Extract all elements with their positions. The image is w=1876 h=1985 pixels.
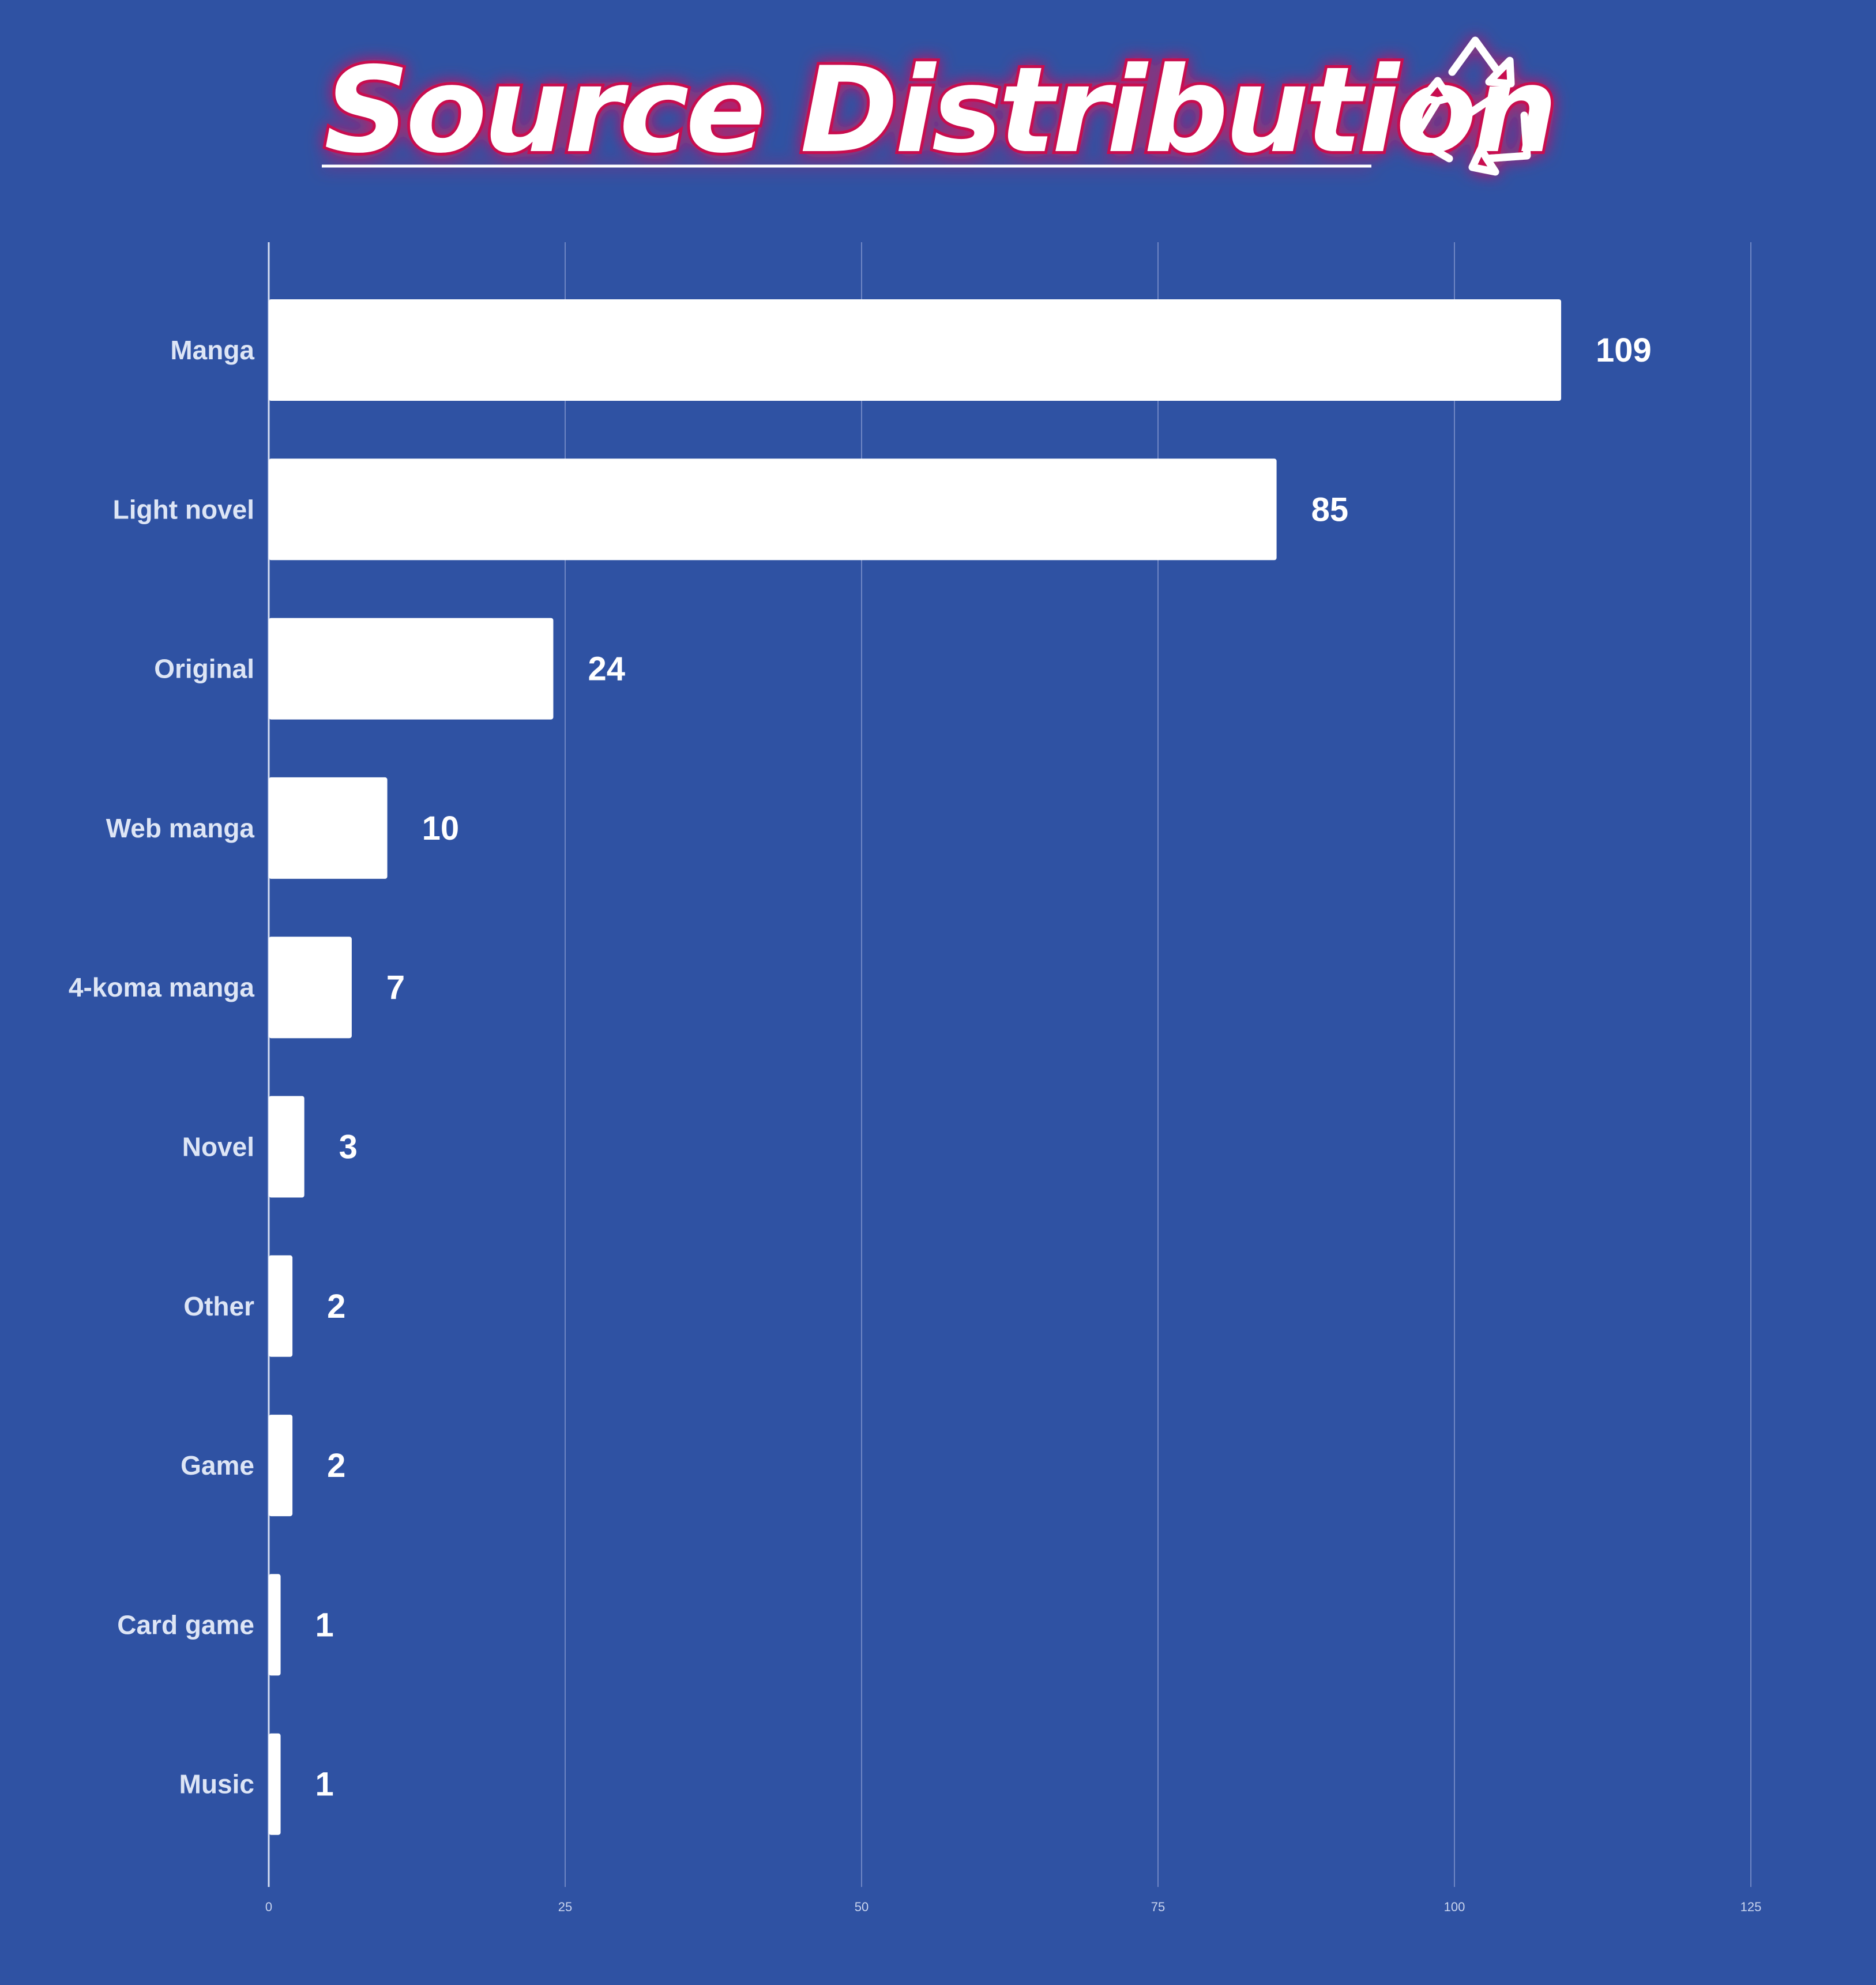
data-label: 3 bbox=[339, 1129, 358, 1166]
x-tick-label: 50 bbox=[855, 1900, 869, 1914]
x-tick-label: 125 bbox=[1740, 1900, 1762, 1914]
category-label: 4-koma manga bbox=[69, 972, 255, 1002]
data-label: 1 bbox=[315, 1606, 334, 1644]
bar-music bbox=[269, 1733, 281, 1835]
chart-title: Source Distribution bbox=[324, 42, 1554, 179]
data-label: 85 bbox=[1311, 491, 1349, 528]
x-axis-ticks: 0 25 50 75 100 125 bbox=[265, 1900, 1761, 1914]
bar-light-novel bbox=[269, 458, 1277, 561]
category-label: Light novel bbox=[113, 494, 254, 524]
labels-layer: Manga 109 Light novel 85 Original 24 Web manga… bbox=[69, 332, 1652, 1803]
data-label: 1 bbox=[315, 1766, 334, 1803]
category-label: Card game bbox=[117, 1610, 254, 1640]
bar-original bbox=[269, 618, 554, 720]
data-label: 10 bbox=[422, 810, 460, 847]
data-label: 109 bbox=[1596, 332, 1652, 369]
category-label: Novel bbox=[182, 1132, 254, 1162]
category-label: Original bbox=[154, 654, 254, 684]
category-label: Web manga bbox=[106, 813, 255, 843]
data-label: 2 bbox=[327, 1288, 345, 1325]
data-label: 24 bbox=[588, 651, 625, 688]
x-tick-label: 100 bbox=[1444, 1900, 1465, 1914]
category-label: Music bbox=[179, 1769, 254, 1799]
category-label: Other bbox=[183, 1291, 254, 1321]
bar-4-koma-manga bbox=[269, 937, 352, 1039]
data-label: 7 bbox=[386, 969, 405, 1006]
bar-manga bbox=[269, 299, 1562, 401]
bar-other bbox=[269, 1255, 293, 1357]
data-label: 2 bbox=[327, 1447, 345, 1484]
bar-web-manga bbox=[269, 777, 388, 879]
x-tick-label: 0 bbox=[265, 1900, 272, 1914]
category-label: Manga bbox=[170, 335, 254, 365]
bar-novel bbox=[269, 1096, 304, 1198]
bar-game bbox=[269, 1415, 293, 1517]
x-tick-label: 75 bbox=[1151, 1900, 1165, 1914]
bar-card-game bbox=[269, 1574, 281, 1676]
x-tick-label: 25 bbox=[558, 1900, 572, 1914]
category-label: Game bbox=[181, 1450, 254, 1480]
bars-layer bbox=[269, 299, 1562, 1835]
recycle-icon bbox=[1411, 36, 1531, 176]
chart-title-group: Source Distribution bbox=[321, 36, 1561, 182]
